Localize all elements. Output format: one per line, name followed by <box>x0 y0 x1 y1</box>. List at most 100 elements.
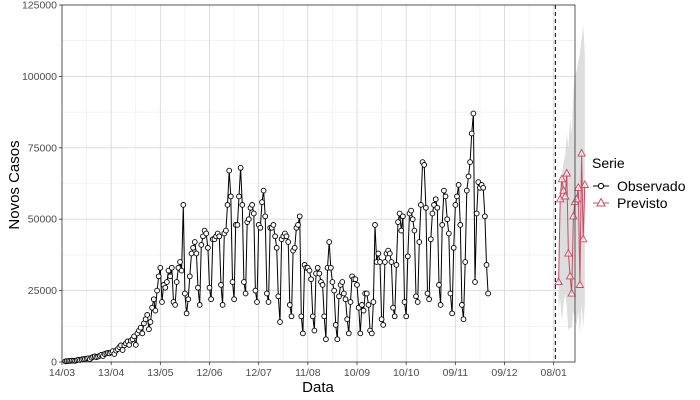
x-tick-label: 13/05 <box>147 367 173 379</box>
data-point <box>198 242 205 248</box>
data-point <box>162 284 169 291</box>
data-point <box>580 179 590 188</box>
series-observado <box>62 110 491 365</box>
data-point <box>564 248 573 257</box>
data-point <box>177 259 183 265</box>
data-point <box>352 276 359 283</box>
data-point <box>216 233 223 240</box>
y-tick-label: 0 <box>51 357 57 369</box>
data-point <box>365 302 372 308</box>
data-point <box>414 299 421 305</box>
data-point <box>186 273 193 280</box>
data-point <box>203 230 210 237</box>
data-point <box>231 296 237 303</box>
data-point <box>168 264 175 271</box>
data-point <box>139 330 146 337</box>
data-point <box>323 336 329 343</box>
data-point <box>382 259 388 265</box>
data-point <box>173 279 180 285</box>
data-point <box>223 227 229 234</box>
data-point <box>445 230 452 237</box>
data-point <box>465 173 472 180</box>
data-point <box>137 324 144 331</box>
data-point <box>359 302 365 308</box>
data-point <box>398 227 405 234</box>
data-point <box>480 184 487 191</box>
data-point <box>185 296 192 303</box>
data-point <box>442 193 449 200</box>
data-point <box>360 307 367 314</box>
x-tick-label: 09/11 <box>443 367 469 379</box>
data-point <box>578 234 588 243</box>
data-point <box>196 302 203 308</box>
data-point <box>264 290 270 297</box>
data-point <box>390 304 396 311</box>
data-point <box>283 233 290 240</box>
data-point <box>180 202 187 208</box>
data-point <box>573 182 583 191</box>
data-point <box>237 164 244 171</box>
data-point <box>155 273 162 280</box>
data-point <box>377 259 383 265</box>
data-point <box>272 233 278 240</box>
y-tick-label: 50000 <box>28 214 57 226</box>
data-point <box>400 213 406 220</box>
data-point <box>239 202 246 208</box>
x-tick-label: 13/04 <box>98 367 124 379</box>
data-point <box>452 202 459 208</box>
data-point <box>483 262 490 268</box>
data-point <box>167 273 174 280</box>
data-point <box>327 264 334 271</box>
data-point <box>193 250 200 257</box>
data-point <box>316 270 323 277</box>
data-point <box>331 287 337 294</box>
data-point <box>404 253 411 260</box>
data-point <box>275 293 282 300</box>
data-point <box>434 204 441 211</box>
data-point <box>363 290 370 297</box>
x-tick-label: 11/08 <box>295 367 321 379</box>
data-point <box>159 299 165 305</box>
data-point <box>368 330 375 337</box>
data-point <box>447 290 454 297</box>
data-point <box>164 279 170 285</box>
y-axis-title: Novos Casos <box>6 140 23 229</box>
data-point <box>152 307 159 314</box>
data-point <box>577 148 586 157</box>
legend: Serie Observado Previsto <box>592 155 686 211</box>
data-point <box>444 216 451 223</box>
x-axis-title: Data <box>302 379 334 396</box>
data-point <box>457 222 464 228</box>
data-point <box>449 310 455 317</box>
data-point <box>450 244 457 251</box>
data-point <box>150 296 157 303</box>
data-point <box>441 187 447 194</box>
data-point <box>418 202 424 208</box>
data-point <box>468 130 475 137</box>
data-point <box>306 267 313 274</box>
data-point <box>426 296 432 303</box>
data-point <box>557 174 567 183</box>
data-point <box>319 282 326 288</box>
x-tick-label: 08/01 <box>541 367 567 379</box>
data-point <box>357 330 364 337</box>
data-point <box>257 224 264 231</box>
data-point <box>386 250 393 257</box>
y-tick-label: 100000 <box>22 71 57 83</box>
data-point <box>273 244 280 251</box>
data-point <box>182 290 188 297</box>
data-point <box>188 250 195 257</box>
data-point <box>321 313 328 320</box>
data-point <box>260 187 267 194</box>
data-point <box>314 264 321 271</box>
data-point <box>413 293 419 300</box>
data-point <box>291 244 298 251</box>
data-point <box>401 299 408 305</box>
data-point <box>427 236 434 243</box>
data-point <box>147 319 154 325</box>
data-point <box>252 287 259 294</box>
data-point <box>191 239 198 245</box>
grid-minor <box>62 5 575 362</box>
data-point <box>208 296 214 303</box>
data-point <box>190 244 196 251</box>
